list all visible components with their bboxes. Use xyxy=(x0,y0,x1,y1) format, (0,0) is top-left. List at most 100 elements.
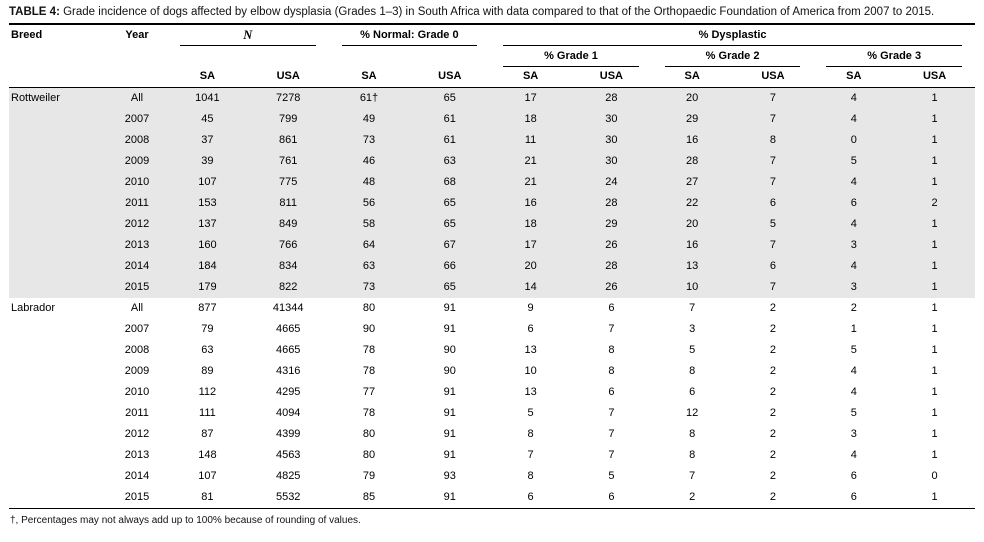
value-cell: 41344 xyxy=(272,301,304,314)
breed-cell xyxy=(9,172,107,193)
value-cell: 5 xyxy=(608,469,615,482)
value-cell: 8 xyxy=(689,427,696,440)
year-cell: All xyxy=(130,301,144,314)
table-row: 2012 137 849 58 65 18 29 20 5 4 1 xyxy=(9,213,975,235)
table-row: 2008 63 4665 78 90 13 8 5 2 5 1 xyxy=(9,340,975,361)
value-cell: 179 xyxy=(198,280,217,293)
value-cell: 48 xyxy=(362,175,376,188)
value-cell: 2 xyxy=(850,301,857,314)
year-cell: 2014 xyxy=(124,469,150,482)
header-row-groups: Breed Year N % Normal: Grade 0 % Dysplas… xyxy=(9,23,975,88)
value-cell: 1 xyxy=(931,238,938,251)
breed-cell xyxy=(9,130,107,151)
breed-cell xyxy=(9,361,107,382)
value-cell: 7 xyxy=(527,448,534,461)
col-header-grade1-label: % Grade 1 xyxy=(503,50,639,67)
col-header-normal-sa: SA xyxy=(328,66,410,88)
value-cell: 91 xyxy=(443,490,456,503)
value-cell: 1 xyxy=(931,385,938,398)
value-cell: 7 xyxy=(608,448,615,461)
value-cell: 46 xyxy=(362,154,376,167)
value-cell: 834 xyxy=(279,259,298,272)
breed-cell xyxy=(9,445,107,466)
value-cell: 137 xyxy=(198,217,217,230)
value-cell: 78 xyxy=(362,406,376,419)
value-cell: 80 xyxy=(362,448,376,461)
value-cell: 73 xyxy=(362,280,376,293)
value-cell: 49 xyxy=(362,112,376,125)
value-cell: 93 xyxy=(443,469,456,482)
value-cell: 87 xyxy=(201,427,214,440)
value-cell: 68 xyxy=(443,175,456,188)
table-row: 2007 45 799 49 61 18 30 29 7 4 1 xyxy=(9,108,975,130)
year-cell: 2008 xyxy=(124,343,150,356)
breed-cell xyxy=(9,382,107,403)
year-cell: 2011 xyxy=(125,406,149,419)
breed-cell: Labrador xyxy=(11,301,56,314)
value-cell: 65 xyxy=(443,217,456,230)
col-header-n: N xyxy=(167,24,329,46)
year-cell: 2007 xyxy=(124,322,150,335)
table-row: 2007 79 4665 90 91 6 7 3 2 1 1 xyxy=(9,319,975,340)
value-cell: 5 xyxy=(850,406,857,419)
value-cell: 148 xyxy=(198,448,217,461)
table-row: 2013 148 4563 80 91 7 7 8 2 4 1 xyxy=(9,445,975,466)
value-cell: 30 xyxy=(605,154,618,167)
breed-cell xyxy=(9,277,107,298)
value-cell: 4665 xyxy=(275,343,301,356)
value-cell: 91 xyxy=(443,301,456,314)
value-cell: 7 xyxy=(608,427,615,440)
value-cell: 2 xyxy=(769,427,777,440)
breed-cell xyxy=(9,109,107,130)
col-header-year: Year xyxy=(107,23,167,88)
breed-cell xyxy=(9,403,107,424)
value-cell: 1 xyxy=(931,406,938,419)
col-header-normal-usa: USA xyxy=(409,66,491,88)
col-header-grade1: % Grade 1 xyxy=(490,46,652,67)
value-cell: 16 xyxy=(686,133,699,146)
value-cell: 29 xyxy=(686,112,699,125)
year-cell: 2013 xyxy=(124,238,150,251)
value-cell: 811 xyxy=(279,196,297,209)
col-header-grade2-label: % Grade 2 xyxy=(664,50,801,67)
table-row: 2009 39 761 46 63 21 30 28 7 5 1 xyxy=(9,150,975,172)
table-row: 2012 87 4399 80 91 8 7 8 2 3 1 xyxy=(9,424,975,445)
value-cell: 6 xyxy=(527,490,534,503)
col-header-grade1-sa: SA xyxy=(490,66,571,88)
value-cell: 1 xyxy=(931,217,938,230)
value-cell: 91 xyxy=(443,448,456,461)
value-cell: 79 xyxy=(201,322,214,335)
value-cell: 10 xyxy=(524,364,537,377)
year-cell: 2013 xyxy=(124,448,150,461)
value-cell: 4295 xyxy=(275,385,301,398)
value-cell: 1 xyxy=(931,490,938,503)
value-cell: 24 xyxy=(605,175,618,188)
year-cell: 2015 xyxy=(124,490,150,503)
table-caption: TABLE 4: Grade incidence of dogs affecte… xyxy=(9,5,975,20)
value-cell: 4 xyxy=(850,91,857,104)
value-cell: 1 xyxy=(850,322,857,335)
value-cell: 4 xyxy=(850,364,857,377)
value-cell: 2 xyxy=(769,448,777,461)
value-cell: 4 xyxy=(850,448,857,461)
value-cell: 4316 xyxy=(275,364,301,377)
value-cell: 6 xyxy=(850,469,857,482)
value-cell: 56 xyxy=(362,196,376,209)
value-cell: 6 xyxy=(769,259,777,272)
value-cell: 7 xyxy=(769,91,777,104)
table-row: Rottweiler All 1041 7278 61† 65 17 28 20 7 4 1 xyxy=(9,87,975,109)
value-cell: 6 xyxy=(850,490,857,503)
value-cell: 4825 xyxy=(275,469,301,482)
value-cell: 6 xyxy=(608,301,615,314)
value-cell: 761 xyxy=(279,154,298,167)
value-cell: 7 xyxy=(769,280,777,293)
value-cell: 5532 xyxy=(275,490,301,503)
table-header: Breed Year N % Normal: Grade 0 % Dysplas… xyxy=(9,23,975,88)
table-body: Rottweiler All 1041 7278 61† 65 17 28 20 7 4 1 2007 4… xyxy=(9,87,975,508)
value-cell: 28 xyxy=(686,154,699,167)
value-cell: 1 xyxy=(931,154,938,167)
breed-cell xyxy=(9,340,107,361)
value-cell: 27 xyxy=(686,175,699,188)
value-cell: 1 xyxy=(931,343,938,356)
value-cell: 2 xyxy=(769,385,777,398)
